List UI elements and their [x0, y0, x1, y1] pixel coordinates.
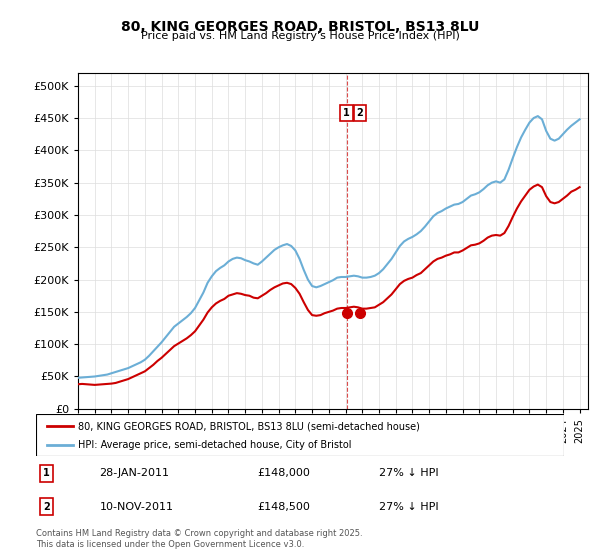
Text: HPI: Average price, semi-detached house, City of Bristol: HPI: Average price, semi-detached house,…: [78, 440, 352, 450]
Text: 27% ↓ HPI: 27% ↓ HPI: [379, 502, 439, 512]
FancyBboxPatch shape: [36, 414, 564, 456]
Text: £148,000: £148,000: [258, 468, 311, 478]
Text: Price paid vs. HM Land Registry's House Price Index (HPI): Price paid vs. HM Land Registry's House …: [140, 31, 460, 41]
Text: 2: 2: [43, 502, 50, 512]
Text: 27% ↓ HPI: 27% ↓ HPI: [379, 468, 439, 478]
Text: 80, KING GEORGES ROAD, BRISTOL, BS13 8LU (semi-detached house): 80, KING GEORGES ROAD, BRISTOL, BS13 8LU…: [78, 421, 420, 431]
Text: £148,500: £148,500: [258, 502, 311, 512]
Text: 10-NOV-2011: 10-NOV-2011: [100, 502, 173, 512]
Text: 28-JAN-2011: 28-JAN-2011: [100, 468, 169, 478]
Text: 80, KING GEORGES ROAD, BRISTOL, BS13 8LU: 80, KING GEORGES ROAD, BRISTOL, BS13 8LU: [121, 20, 479, 34]
Text: 1: 1: [343, 108, 350, 118]
Text: 2: 2: [356, 108, 363, 118]
Text: Contains HM Land Registry data © Crown copyright and database right 2025.
This d: Contains HM Land Registry data © Crown c…: [36, 529, 362, 549]
Text: 1: 1: [43, 468, 50, 478]
